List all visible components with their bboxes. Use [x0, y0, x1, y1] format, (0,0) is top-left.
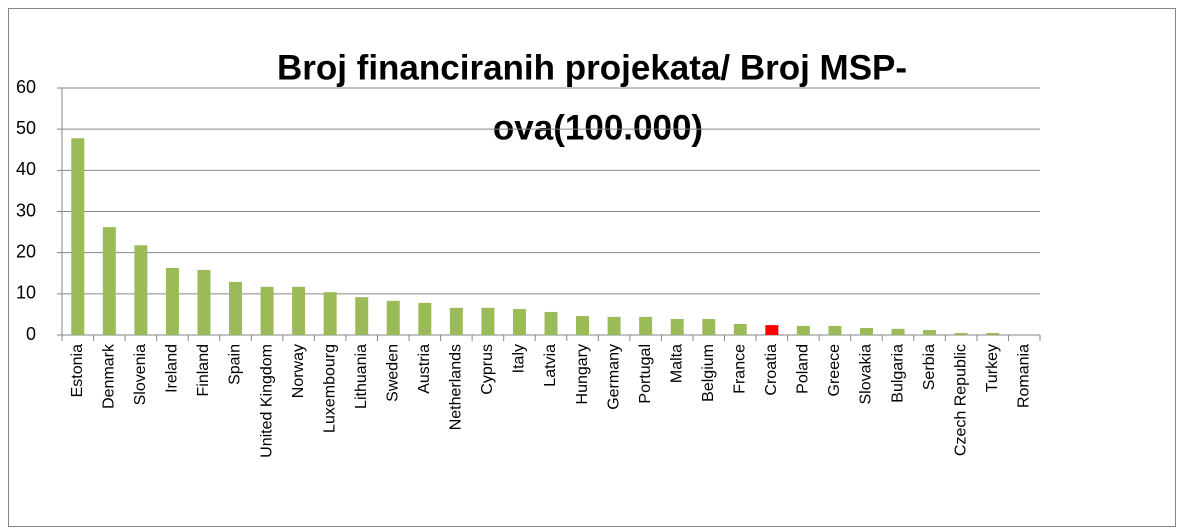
x-tick-label: Poland: [795, 344, 812, 394]
bar: [165, 267, 179, 335]
bar: [449, 307, 463, 335]
bar: [923, 330, 937, 335]
bar: [386, 300, 400, 335]
y-tick-label: 10: [16, 283, 36, 303]
bar: [134, 245, 148, 335]
bar: [71, 138, 85, 335]
bar: [670, 318, 684, 335]
x-tick-label: Romania: [1015, 344, 1032, 408]
x-tick-label: Hungary: [574, 344, 591, 404]
x-tick-label: United Kingdom: [258, 344, 275, 458]
x-tick-label: Slovenia: [132, 344, 149, 405]
x-tick-label: Norway: [290, 344, 307, 398]
chart-title: ova(100.000): [493, 108, 703, 147]
bar: [323, 292, 337, 335]
x-tick-label: Belgium: [700, 344, 717, 402]
x-tick-label: Netherlands: [448, 344, 465, 430]
x-tick-label: Denmark: [101, 343, 118, 409]
bar: [197, 269, 211, 335]
y-tick-label: 50: [16, 118, 36, 138]
x-tick-label: France: [732, 344, 749, 394]
bar: [260, 286, 274, 335]
bar: [859, 328, 873, 335]
bar: [733, 323, 747, 335]
x-tick-label: Spain: [227, 344, 244, 385]
bar: [418, 302, 432, 335]
y-tick-label: 20: [16, 241, 36, 261]
bar: [607, 316, 621, 335]
bar: [828, 325, 842, 335]
x-tick-label: Portugal: [637, 344, 654, 404]
x-tick-label: Slovakia: [858, 344, 875, 405]
bar: [544, 311, 558, 335]
bar: [512, 309, 526, 335]
bar: [229, 281, 243, 335]
y-tick-label: 30: [16, 200, 36, 220]
x-tick-label: Malta: [668, 344, 685, 383]
y-tick-label: 0: [26, 324, 36, 344]
bar: [891, 328, 905, 335]
x-tick-label: Ireland: [164, 344, 181, 393]
bar: [639, 316, 653, 335]
chart-title: Broj financiranih projekata/ Broj MSP-: [277, 48, 907, 87]
x-tick-label: Bulgaria: [889, 344, 906, 403]
bar: [292, 286, 306, 335]
x-tick-label: Finland: [195, 344, 212, 396]
x-tick-label: Latvia: [542, 344, 559, 387]
bar: [796, 325, 810, 335]
x-tick-label: Lithuania: [353, 344, 370, 409]
x-tick-label: Czech Republic: [952, 344, 969, 456]
bar: [102, 227, 116, 335]
bar: [702, 318, 716, 335]
y-tick-label: 60: [16, 77, 36, 97]
x-tick-label: Cyprus: [479, 344, 496, 395]
x-tick-label: Croatia: [763, 344, 780, 396]
x-tick-label: Italy: [511, 344, 528, 373]
x-tick-label: Luxembourg: [321, 344, 338, 433]
bar: [765, 325, 779, 335]
bar: [954, 332, 968, 335]
bar: [481, 307, 495, 335]
x-tick-label: Sweden: [384, 344, 401, 402]
bar: [576, 316, 590, 335]
x-tick-label: Germany: [605, 344, 622, 410]
chart-border: [8, 8, 1176, 527]
x-tick-label: Turkey: [984, 344, 1001, 392]
x-tick-label: Estonia: [69, 344, 86, 397]
x-tick-label: Greece: [826, 344, 843, 397]
bar: [986, 332, 1000, 335]
x-tick-label: Austria: [416, 344, 433, 394]
bar: [355, 297, 369, 335]
x-tick-label: Serbia: [921, 344, 938, 390]
y-tick-label: 40: [16, 159, 36, 179]
